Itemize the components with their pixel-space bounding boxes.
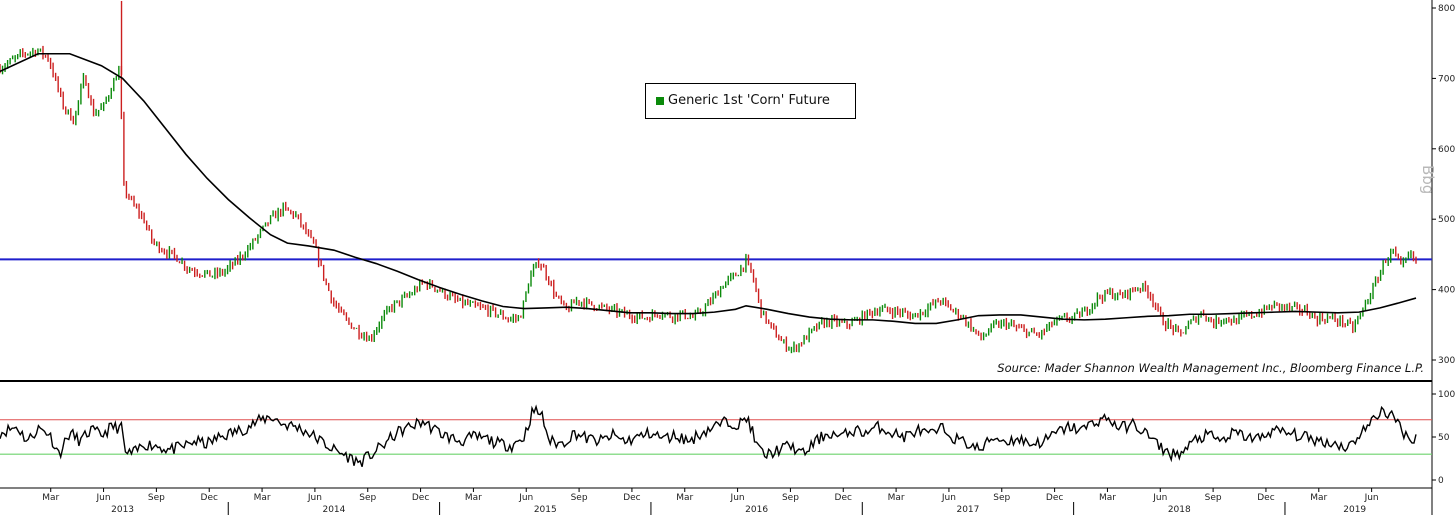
rsi-ytick-label: 100	[1438, 390, 1455, 400]
month-tick-label: Sep	[359, 493, 376, 503]
rsi-ytick-label: 0	[1438, 476, 1444, 486]
price-ytick-label: 400	[1438, 286, 1455, 296]
price-ytick-label: 700	[1438, 74, 1455, 84]
price-ytick-label: 500	[1438, 215, 1455, 225]
rsi-panel: 100 50 0	[0, 390, 1455, 486]
month-tick-label: Mar	[888, 493, 905, 503]
year-label: 2019	[1343, 505, 1366, 515]
month-tick-label: Mar	[1099, 493, 1116, 503]
rsi-ytick-label: 50	[1438, 433, 1450, 443]
x-axis: Mar Jun Sep Dec Mar Jun Sep Dec Mar Jun Sep Dec Mar J…	[0, 487, 1432, 515]
legend-swatch	[656, 97, 664, 105]
month-tick-label: Sep	[993, 493, 1010, 503]
month-tick-label: Dec	[201, 493, 218, 503]
legend: Generic 1st 'Corn' Future	[645, 83, 856, 119]
month-tick-label: Mar	[1310, 493, 1327, 503]
year-label: 2013	[111, 505, 134, 515]
month-tick-label: Jun	[307, 493, 322, 503]
month-tick-label: Jun	[1152, 493, 1167, 503]
month-tick-label: Sep	[782, 493, 799, 503]
month-tick-label: Mar	[676, 493, 693, 503]
month-tick-label: Mar	[42, 493, 59, 503]
year-label: 2016	[745, 505, 768, 515]
month-tick-label: Jun	[518, 493, 533, 503]
price-ytick-label: 800	[1438, 4, 1455, 14]
month-tick-label: Sep	[571, 493, 588, 503]
source-note: Source: Mader Shannon Wealth Management …	[997, 361, 1424, 375]
price-ytick-label: 300	[1438, 356, 1455, 366]
price-ytick-label: 600	[1438, 145, 1455, 155]
month-tick-label: Sep	[148, 493, 165, 503]
year-label: 2018	[1168, 505, 1191, 515]
month-tick-label: Mar	[465, 493, 482, 503]
month-tick-label: Dec	[1046, 493, 1063, 503]
moving-average-line	[0, 52, 1417, 325]
month-tick-label: Mar	[254, 493, 271, 503]
rsi-line	[0, 404, 1417, 468]
month-tick-label: Jun	[730, 493, 745, 503]
month-tick-label: Jun	[941, 493, 956, 503]
year-label: 2017	[956, 505, 979, 515]
legend-label: Generic 1st 'Corn' Future	[668, 93, 830, 108]
year-label: 2014	[322, 505, 345, 515]
month-tick-label: Jun	[96, 493, 111, 503]
watermark: Bbg	[1419, 165, 1437, 195]
month-tick-label: Dec	[412, 493, 429, 503]
month-tick-label: Dec	[623, 493, 640, 503]
month-tick-label: Dec	[835, 493, 852, 503]
year-label: 2015	[534, 505, 557, 515]
month-tick-label: Dec	[1257, 493, 1274, 503]
month-tick-label: Sep	[1205, 493, 1222, 503]
price-candles	[0, 0, 1417, 354]
month-tick-label: Jun	[1364, 493, 1379, 503]
